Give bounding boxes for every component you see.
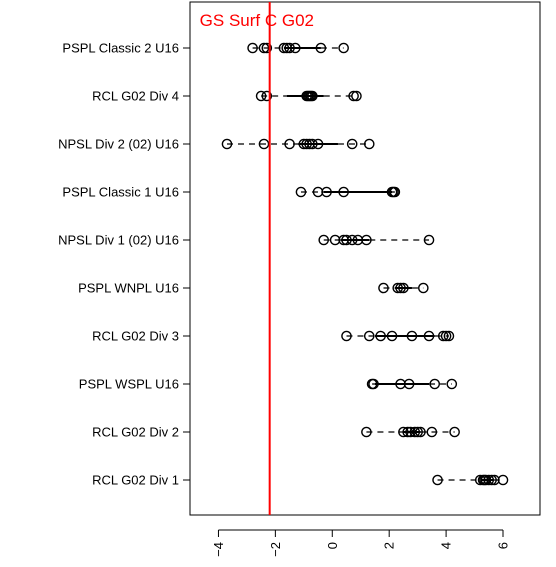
row-group xyxy=(341,330,455,342)
data-point xyxy=(338,42,349,54)
x-axis: −4 −2 0 2 4 6 xyxy=(211,529,511,557)
y-tick-label: NPSL Div 2 (02) U16 xyxy=(58,137,179,152)
row-group xyxy=(318,234,435,246)
y-tick-label: RCL G02 Div 4 xyxy=(92,89,179,104)
data-point xyxy=(338,186,349,198)
data-point xyxy=(261,90,273,102)
data-point xyxy=(346,234,358,246)
data-point xyxy=(432,474,443,486)
data-point xyxy=(375,330,386,342)
data-point xyxy=(289,42,301,54)
data-point xyxy=(307,90,318,102)
data-point xyxy=(247,42,258,54)
x-tick-label: 6 xyxy=(496,542,511,549)
row-group xyxy=(432,474,509,486)
data-point xyxy=(301,138,312,150)
data-point xyxy=(449,426,460,438)
data-point xyxy=(258,42,270,54)
data-point xyxy=(437,330,449,342)
data-point xyxy=(284,138,295,150)
data-point xyxy=(443,330,455,342)
data-point xyxy=(321,186,332,198)
x-tick-label: −2 xyxy=(268,542,283,557)
y-tick-label: RCL G02 Div 3 xyxy=(92,329,179,344)
row-group xyxy=(255,90,362,102)
data-point xyxy=(386,330,398,342)
row-group xyxy=(247,42,349,54)
rows-layer xyxy=(221,42,509,486)
reference-label: GS Surf C G02 xyxy=(200,11,314,30)
y-tick-label: PSPL Classic 1 U16 xyxy=(62,185,179,200)
y-axis: PSPL Classic 2 U16 RCL G02 Div 4 NPSL Div … xyxy=(58,41,190,488)
x-tick-label: 4 xyxy=(439,542,454,549)
data-point xyxy=(392,282,404,294)
data-point xyxy=(378,282,389,294)
row-group xyxy=(378,282,429,294)
data-point xyxy=(363,138,375,150)
data-point xyxy=(429,378,441,390)
data-point xyxy=(363,330,375,342)
data-point xyxy=(346,138,358,150)
data-point xyxy=(261,42,273,54)
data-point xyxy=(426,426,438,438)
data-point xyxy=(497,474,509,486)
data-point xyxy=(409,426,421,438)
y-tick-label: RCL G02 Div 1 xyxy=(92,473,179,488)
data-point xyxy=(348,90,359,102)
data-point xyxy=(406,330,418,342)
data-point xyxy=(258,138,270,150)
plot-frame xyxy=(189,1,541,516)
data-point xyxy=(483,474,495,486)
data-point xyxy=(295,186,307,198)
y-tick-label: NPSL Div 1 (02) U16 xyxy=(58,233,179,248)
data-point xyxy=(221,138,233,150)
data-point xyxy=(412,426,423,438)
data-point xyxy=(402,426,413,438)
data-point xyxy=(486,474,497,486)
data-point xyxy=(278,42,290,54)
y-tick-label: PSPL WNPL U16 xyxy=(78,281,179,296)
data-point xyxy=(312,138,324,150)
row-group xyxy=(366,378,458,390)
data-point xyxy=(351,90,362,102)
data-point xyxy=(255,90,267,102)
data-point xyxy=(403,378,415,390)
data-point xyxy=(446,378,458,390)
data-point xyxy=(361,234,372,246)
data-point xyxy=(315,42,327,54)
y-tick-label: PSPL WSPL U16 xyxy=(79,377,179,392)
data-point xyxy=(361,426,372,438)
data-point xyxy=(398,426,409,438)
data-point xyxy=(423,234,435,246)
data-point xyxy=(423,330,435,342)
data-point xyxy=(398,282,409,294)
data-point xyxy=(368,378,379,390)
y-tick-label: RCL G02 Div 2 xyxy=(92,425,179,440)
data-point xyxy=(284,42,295,54)
data-point xyxy=(318,234,330,246)
row-group xyxy=(361,426,460,438)
data-point xyxy=(418,282,429,294)
data-point xyxy=(405,426,416,438)
data-point xyxy=(341,330,352,342)
data-point xyxy=(440,330,452,342)
y-tick-label: PSPL Classic 2 U16 xyxy=(62,41,179,56)
data-point xyxy=(415,426,426,438)
x-tick-label: 0 xyxy=(325,542,340,549)
data-point xyxy=(341,234,352,246)
row-group xyxy=(221,138,375,150)
data-point xyxy=(389,186,401,198)
row-group xyxy=(295,186,401,198)
data-point xyxy=(307,138,318,150)
data-point xyxy=(395,282,406,294)
x-tick-label: 2 xyxy=(382,542,397,549)
x-tick-label: −4 xyxy=(211,542,226,557)
